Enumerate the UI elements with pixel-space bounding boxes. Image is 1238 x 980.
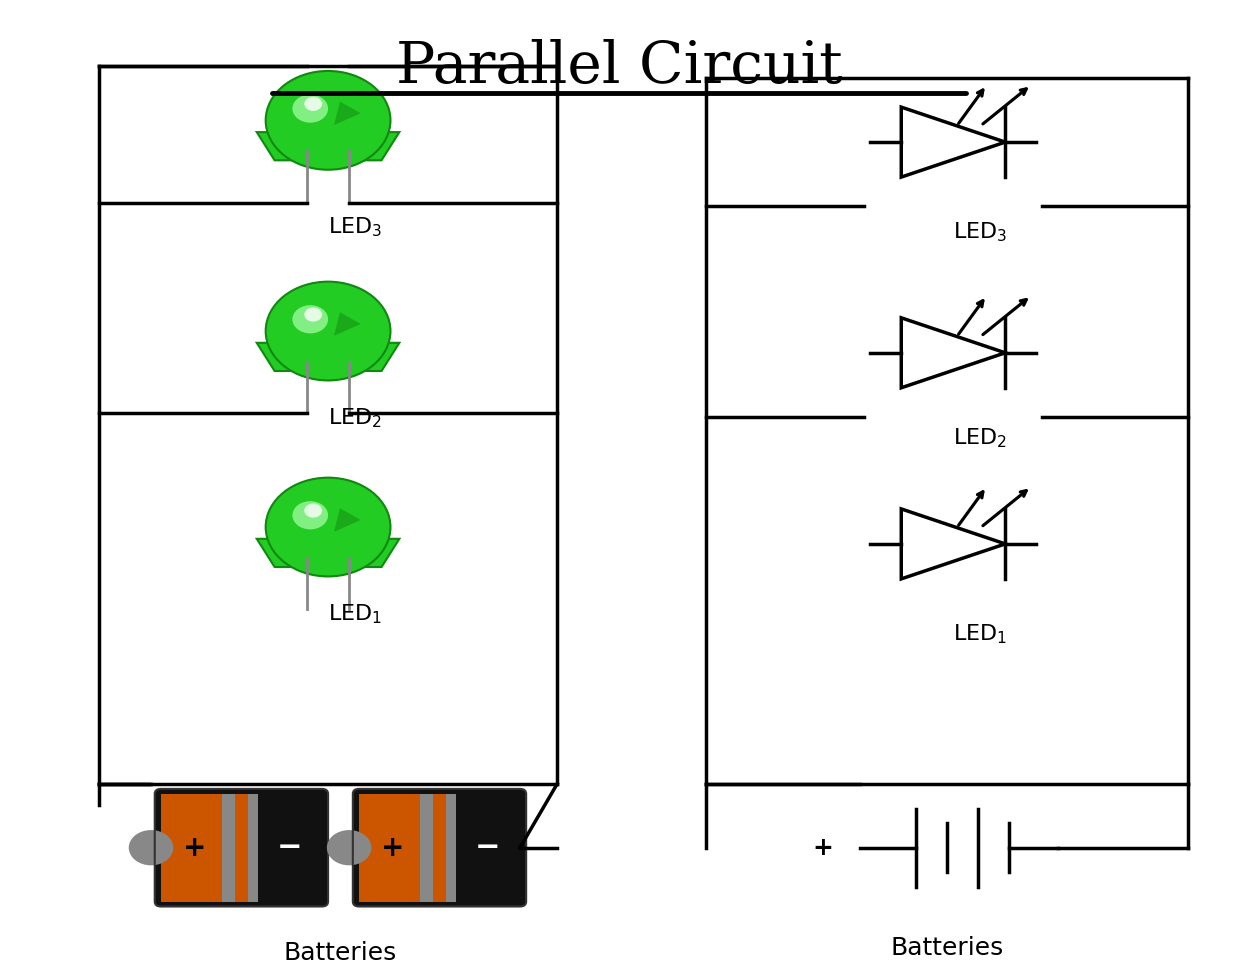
- Bar: [235, 794, 248, 902]
- Circle shape: [292, 305, 328, 333]
- FancyBboxPatch shape: [155, 789, 328, 907]
- Bar: [161, 794, 229, 902]
- Polygon shape: [334, 313, 360, 336]
- Circle shape: [305, 504, 322, 517]
- Circle shape: [292, 94, 328, 122]
- Circle shape: [129, 830, 173, 865]
- Text: LED$_2$: LED$_2$: [328, 407, 383, 430]
- Polygon shape: [334, 509, 360, 532]
- Text: LED$_3$: LED$_3$: [953, 220, 1008, 244]
- Polygon shape: [256, 539, 400, 567]
- Circle shape: [266, 477, 390, 576]
- Text: LED$_2$: LED$_2$: [953, 426, 1008, 450]
- Circle shape: [305, 97, 322, 111]
- Text: +: +: [183, 834, 207, 861]
- Text: LED$_1$: LED$_1$: [953, 622, 1008, 646]
- Text: Batteries: Batteries: [890, 936, 1004, 959]
- Polygon shape: [334, 102, 360, 125]
- Text: +: +: [813, 836, 833, 859]
- Circle shape: [327, 830, 371, 865]
- Circle shape: [266, 281, 390, 380]
- Text: Parallel Circuit: Parallel Circuit: [396, 39, 842, 95]
- Text: +: +: [381, 834, 405, 861]
- Text: Batteries: Batteries: [284, 941, 397, 964]
- Bar: [433, 794, 446, 902]
- Bar: [446, 794, 456, 902]
- Text: LED$_1$: LED$_1$: [328, 603, 383, 626]
- Bar: [359, 794, 427, 902]
- Bar: [223, 794, 235, 902]
- FancyBboxPatch shape: [353, 789, 526, 907]
- Text: LED$_3$: LED$_3$: [328, 216, 383, 239]
- Text: −: −: [475, 833, 500, 862]
- Text: −: −: [277, 833, 302, 862]
- Circle shape: [292, 501, 328, 529]
- Bar: [421, 794, 433, 902]
- Polygon shape: [256, 132, 400, 161]
- Text: −: −: [1086, 836, 1106, 859]
- Circle shape: [266, 71, 390, 170]
- Polygon shape: [256, 343, 400, 371]
- Circle shape: [305, 308, 322, 321]
- Bar: [248, 794, 258, 902]
